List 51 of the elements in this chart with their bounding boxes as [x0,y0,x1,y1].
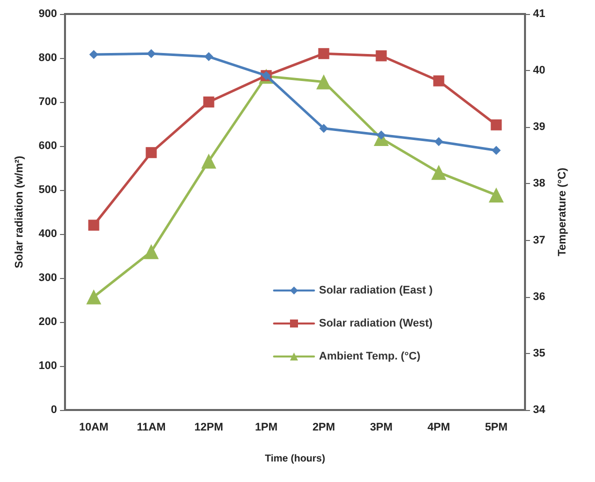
y2-tick-label: 41 [533,8,546,20]
point [89,50,98,59]
y-axis-title: Solar radiation (w/m²) [14,155,26,268]
y-tick-label: 400 [38,228,57,240]
y-tick-label: 0 [50,404,57,416]
x-tick-label: 3PM [370,422,393,434]
y2-axis-title: Temperature (°C) [556,167,568,256]
point [201,154,216,169]
point [488,188,504,203]
point [86,289,102,304]
y-tick-label: 200 [38,316,57,328]
legend-label: Solar radiation (West) [319,318,433,330]
x-tick-label: 12PM [194,422,224,434]
x-tick-label: 4PM [427,422,450,434]
y2-tick-label: 35 [533,347,546,360]
y2-tick-label: 34 [533,404,546,416]
point [434,137,444,146]
point [144,244,159,260]
point [204,52,214,62]
x-tick-label: 10AM [79,422,108,434]
y-tick-label: 700 [38,96,57,108]
point [431,164,446,180]
point [376,50,387,62]
point [316,74,332,90]
y2-tick-label: 37 [533,234,546,246]
point [319,124,328,133]
point [146,147,157,158]
x-tick-label: 1PM [254,422,278,434]
y-tick-label: 900 [38,8,57,20]
x-axis-title: Time (hours) [264,454,326,464]
y2-tick-label: 39 [533,121,546,134]
point [203,96,214,108]
y-tick-label: 300 [38,272,57,284]
y-tick-label: 800 [38,52,57,64]
y-tick-label: 500 [38,184,57,196]
x-tick-label: 2PM [312,422,336,434]
point [490,119,502,130]
y-tick-label: 100 [38,360,57,372]
legend-label: Solar radiation (East ) [319,284,434,296]
x-tick-label: 5PM [484,422,508,434]
point [88,220,100,231]
point [318,48,330,60]
point [492,146,501,155]
y-tick-label: 600 [38,140,57,152]
y2-tick-label: 40 [533,64,546,77]
point [376,130,386,140]
y2-tick-label: 36 [533,290,546,303]
point [433,75,444,86]
x-tick-label: 11AM [136,422,166,434]
y2-tick-label: 38 [533,178,546,190]
legend-label: Ambient Temp. (°C) [319,350,421,362]
